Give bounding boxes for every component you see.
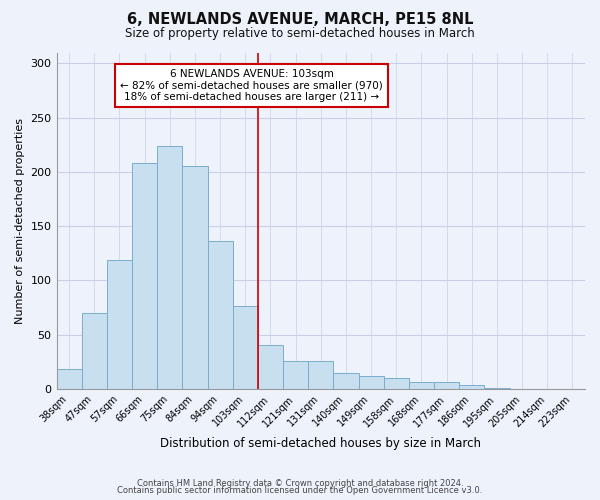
Bar xyxy=(56,370,82,389)
Bar xyxy=(283,360,308,389)
Bar xyxy=(208,242,233,389)
Bar xyxy=(82,313,107,389)
Text: 6 NEWLANDS AVENUE: 103sqm
← 82% of semi-detached houses are smaller (970)
18% of: 6 NEWLANDS AVENUE: 103sqm ← 82% of semi-… xyxy=(120,69,383,102)
Y-axis label: Number of semi-detached properties: Number of semi-detached properties xyxy=(15,118,25,324)
X-axis label: Distribution of semi-detached houses by size in March: Distribution of semi-detached houses by … xyxy=(160,437,481,450)
Bar xyxy=(107,260,132,389)
Bar xyxy=(334,372,359,389)
Bar xyxy=(434,382,459,389)
Bar xyxy=(182,166,208,389)
Text: Contains HM Land Registry data © Crown copyright and database right 2024.: Contains HM Land Registry data © Crown c… xyxy=(137,478,463,488)
Bar xyxy=(132,163,157,389)
Bar xyxy=(233,306,258,389)
Bar xyxy=(484,388,509,389)
Bar xyxy=(308,360,334,389)
Bar xyxy=(157,146,182,389)
Bar xyxy=(258,346,283,389)
Bar xyxy=(359,376,383,389)
Bar xyxy=(459,384,484,389)
Text: Contains public sector information licensed under the Open Government Licence v3: Contains public sector information licen… xyxy=(118,486,482,495)
Text: 6, NEWLANDS AVENUE, MARCH, PE15 8NL: 6, NEWLANDS AVENUE, MARCH, PE15 8NL xyxy=(127,12,473,28)
Bar xyxy=(383,378,409,389)
Bar xyxy=(409,382,434,389)
Text: Size of property relative to semi-detached houses in March: Size of property relative to semi-detach… xyxy=(125,28,475,40)
